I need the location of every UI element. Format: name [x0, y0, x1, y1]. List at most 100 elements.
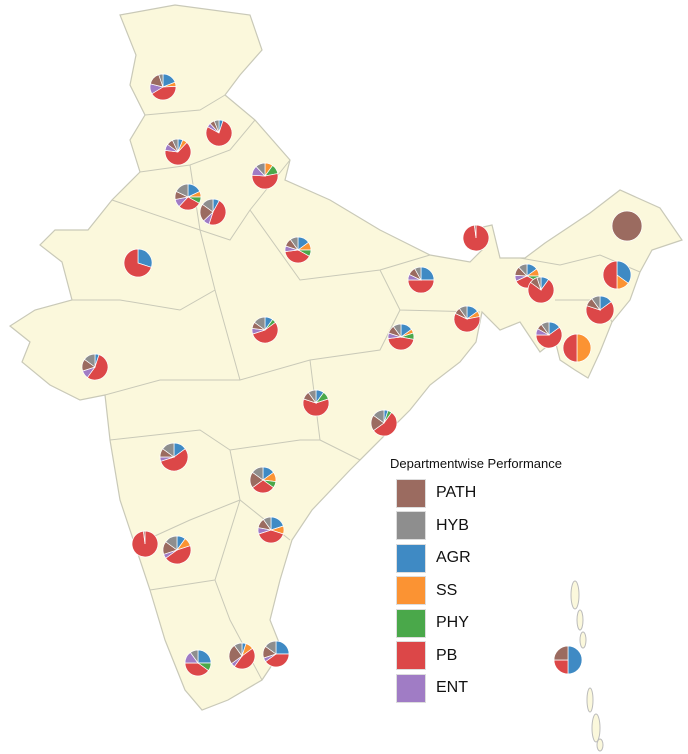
pie-slice-hyb	[591, 295, 601, 312]
pie-slice-hyb	[213, 119, 220, 134]
legend-item-hyb: HYB	[390, 510, 600, 543]
pie-slice-pb	[407, 279, 435, 294]
pie-slice-hyb	[165, 535, 178, 551]
pie-puducherry	[262, 640, 290, 668]
pie-meghalaya-2	[527, 276, 555, 304]
legend-label: HYB	[436, 516, 469, 534]
pie-sikkim	[462, 224, 490, 252]
pie-slice-path	[553, 645, 569, 661]
legend-swatch	[396, 673, 426, 703]
legend-item-ent: ENT	[390, 672, 600, 705]
pie-slice-pb	[535, 326, 563, 349]
pie-slice-pb	[264, 653, 290, 668]
island	[596, 738, 604, 752]
legend-swatch	[396, 478, 426, 508]
pie-slice-ss	[576, 333, 592, 363]
legend-swatch	[396, 608, 426, 638]
pie-slice-agr	[275, 640, 290, 655]
pie-maharashtra	[159, 442, 189, 472]
pie-slice-hyb	[536, 276, 542, 291]
legend-item-ss: SS	[390, 575, 600, 608]
pie-arunachal-pradesh	[611, 210, 643, 242]
andaman-islands	[570, 580, 604, 752]
legend: Departmentwise Performance PATH HYB AGR SS P…	[390, 456, 600, 705]
pie-slice-pb	[86, 354, 109, 381]
pie-uttar-pradesh	[284, 236, 312, 264]
pie-slice-hyb	[392, 323, 402, 339]
pie-tamil-nadu	[228, 642, 256, 670]
island	[576, 609, 584, 631]
pie-slice-hyb	[83, 353, 96, 368]
pie-slice-pb	[160, 448, 189, 472]
pie-slice-pb	[233, 647, 256, 670]
legend-item-agr: AGR	[390, 542, 600, 575]
pie-slice-pb	[372, 411, 398, 437]
pie-chhattisgarh	[302, 389, 330, 417]
pie-slice-hyb	[201, 198, 214, 213]
pie-slice-agr	[616, 260, 632, 284]
pie-assam	[602, 260, 632, 290]
pie-slice-hyb	[158, 73, 164, 88]
pie-kerala	[184, 649, 212, 677]
pie-slice-pb	[252, 321, 279, 344]
pie-slice-pb	[164, 142, 192, 166]
legend-label: ENT	[436, 679, 468, 697]
pie-odisha	[370, 409, 398, 437]
legend-item-phy: PHY	[390, 607, 600, 640]
legend-swatch	[396, 543, 426, 573]
pie-slice-path	[473, 224, 477, 239]
pie-slice-hyb	[540, 321, 550, 337]
pie-gujarat	[81, 353, 109, 381]
pie-slice-hyb	[262, 516, 272, 532]
pie-slice-pb	[302, 398, 330, 417]
pie-slice-hyb	[255, 162, 266, 177]
pie-slice-hyb	[414, 266, 422, 281]
pie-slice-pb	[184, 662, 210, 677]
pie-haryana	[174, 183, 202, 211]
state-pie-charts	[81, 73, 643, 677]
pie-slice-agr	[567, 645, 583, 675]
pie-slice-hyb	[251, 466, 264, 481]
pie-slice-pb	[205, 120, 233, 147]
pie-tripura	[535, 321, 563, 349]
pie-mizoram	[562, 333, 592, 363]
pie-slice-pb	[251, 173, 279, 190]
state-border	[149, 579, 216, 591]
pie-slice-hyb	[189, 649, 199, 665]
state-border	[139, 119, 256, 173]
island	[579, 631, 587, 649]
pie-slice-hyb	[171, 138, 179, 153]
pie-slice-pb	[453, 312, 481, 333]
pie-slice-pb	[284, 249, 310, 264]
pie-andhra-pradesh	[257, 516, 285, 544]
state-border	[189, 159, 291, 241]
pie-slice-hyb	[372, 409, 385, 424]
pie-slice-hyb	[458, 305, 468, 321]
pie-himachal-pradesh	[205, 119, 233, 147]
state-border	[104, 379, 240, 396]
pie-slice-hyb	[264, 640, 277, 655]
legend-label: SS	[436, 581, 458, 599]
pie-slice-hyb	[162, 442, 175, 458]
island	[586, 687, 594, 713]
pie-slice-hyb	[307, 389, 317, 405]
island	[570, 580, 580, 610]
pie-slice-pb	[387, 336, 415, 351]
legend-title: Departmentwise Performance	[390, 456, 562, 471]
pie-slice-path	[611, 210, 643, 242]
pie-slice-agr	[137, 248, 153, 268]
pie-rajasthan	[123, 248, 153, 278]
pie-uttarakhand	[251, 162, 279, 190]
legend-swatch	[396, 641, 426, 671]
legend-label: PHY	[436, 614, 469, 632]
legend-item-path: PATH	[390, 477, 600, 510]
state-border	[144, 94, 226, 116]
pie-slice-pb	[123, 248, 152, 278]
pie-goa	[131, 530, 159, 558]
pie-slice-pb	[602, 260, 618, 290]
pie-slice-hyb	[233, 642, 243, 658]
pie-slice-hyb	[289, 236, 299, 252]
pie-slice-hyb	[518, 263, 528, 277]
